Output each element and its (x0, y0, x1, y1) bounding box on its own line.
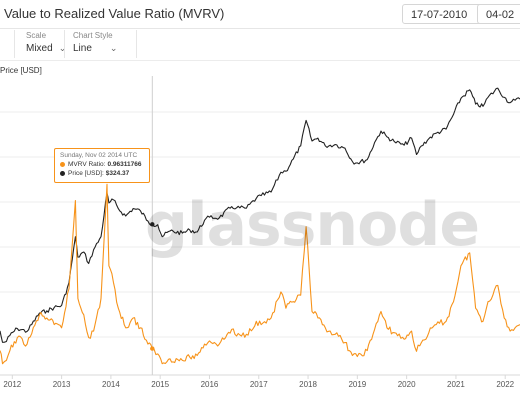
controls-divider (0, 60, 520, 61)
header-divider (0, 28, 520, 29)
tooltip-mvrv-value: 0.96311766 (107, 161, 142, 168)
chevron-down-icon: ⌄ (109, 43, 118, 53)
chart-style-dropdown[interactable]: Chart Style Line ⌄ (73, 31, 117, 54)
tooltip-price-label: Price [USD]: (68, 170, 104, 177)
x-tick-label: 2020 (398, 380, 416, 389)
mvrv-dot-icon (60, 162, 65, 167)
x-axis: 2012 2013 2014 2015 2016 2017 2018 2019 2020 2021… (3, 375, 515, 389)
scale-dropdown[interactable]: Scale Mixed ⌄ (26, 31, 66, 54)
price-axis-title: Price [USD] (0, 66, 42, 75)
chart-tooltip: Sunday, Nov 02 2014 UTC MVRV Ratio: 0.96… (54, 148, 150, 183)
x-tick-label: 2013 (53, 380, 71, 389)
price-dot-icon (60, 171, 65, 176)
x-tick-label: 2012 (3, 380, 21, 389)
x-tick-label: 2015 (151, 380, 169, 389)
x-tick-label: 2017 (250, 380, 268, 389)
tooltip-date: Sunday, Nov 02 2014 UTC (60, 152, 138, 159)
chart-title: Value to Realized Value Ratio (MVRV) (4, 6, 225, 21)
chart-style-value: Line (73, 43, 92, 54)
chart-grid (0, 111, 520, 376)
x-tick-label: 2014 (102, 380, 120, 389)
tooltip-price-value: $324.37 (105, 170, 130, 177)
x-tick-label: 2021 (447, 380, 465, 389)
scale-value: Mixed (26, 43, 53, 54)
tooltip-price-row: Price [USD]: $324.37 (60, 170, 144, 177)
control-separator (14, 30, 15, 58)
x-tick-label: 2022 (496, 380, 514, 389)
price-marker (150, 222, 155, 227)
tooltip-mvrv-label: MVRV Ratio: (68, 161, 106, 168)
scale-label: Scale (26, 31, 47, 40)
mvrv-series-line (0, 183, 520, 365)
chevron-down-icon: ⌄ (58, 43, 67, 53)
control-separator (64, 30, 65, 58)
glassnode-watermark: glassnode (145, 190, 480, 260)
chart-style-label: Chart Style (73, 31, 113, 40)
x-tick-label: 2019 (348, 380, 366, 389)
end-date-input[interactable]: 04-02 (477, 4, 520, 24)
mvrv-marker (150, 346, 155, 351)
x-tick-label: 2018 (299, 380, 317, 389)
tooltip-mvrv-row: MVRV Ratio: 0.96311766 (60, 161, 144, 168)
price-series-line (0, 87, 520, 343)
control-separator (136, 30, 137, 58)
series-layer (0, 87, 520, 365)
x-tick-label: 2016 (201, 380, 219, 389)
